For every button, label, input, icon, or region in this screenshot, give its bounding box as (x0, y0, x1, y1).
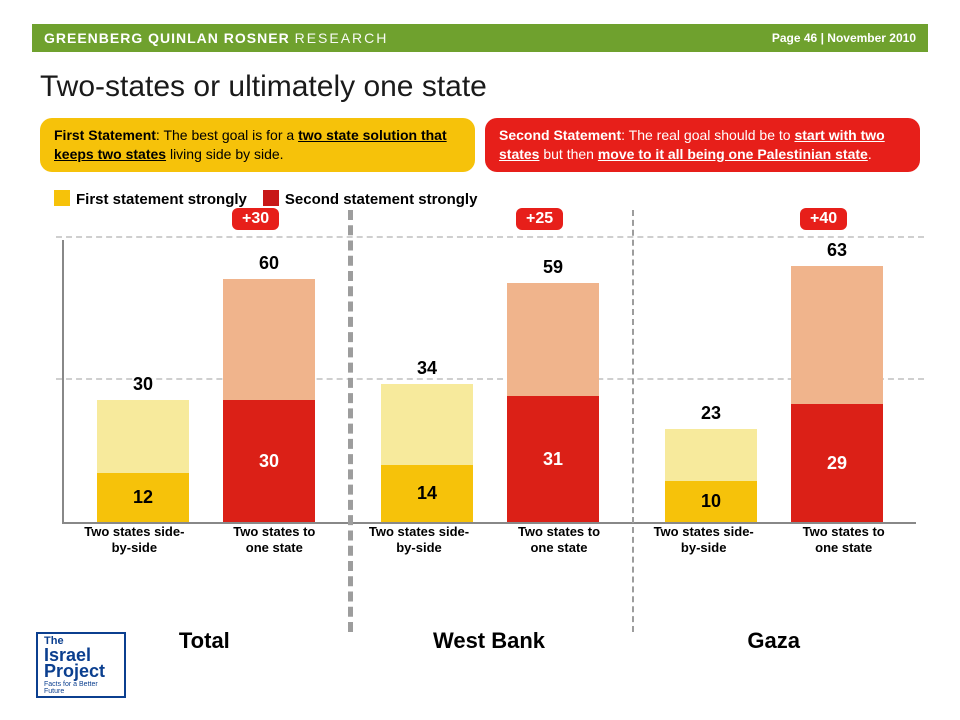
header-bar: GREENBERG QUINLAN ROSNER RESEARCH Page 4… (32, 24, 928, 52)
group-divider (632, 210, 634, 632)
bar-column: 30 60 (223, 240, 315, 522)
bar-segment-strong: 29 (791, 404, 883, 522)
x-axis-label: Two states side-by-side (366, 524, 472, 564)
bar-segment-strong: 14 (381, 465, 473, 522)
stacked-bar: 1023 (665, 429, 757, 522)
bar-segment-strong: 30 (223, 400, 315, 522)
bar-segment-rest (665, 429, 757, 482)
brand-light: RESEARCH (295, 30, 389, 46)
second-statement-underline-2: move to it all being one Palestinian sta… (598, 146, 868, 162)
stacked-bar: 1230 (97, 400, 189, 522)
bar-column: 29 63 (791, 240, 883, 522)
bar-total-label: 63 (791, 240, 883, 261)
region-label: Gaza (631, 628, 916, 658)
stacked-bar: 2963 (791, 266, 883, 522)
bar-group: +4010232963 (632, 240, 916, 522)
bar-groups: +3012303060+2514343159+4010232963 (64, 240, 916, 522)
chart: +3012303060+2514343159+4010232963 Two st… (54, 240, 924, 580)
bar-segment-strong: 10 (665, 481, 757, 522)
bar-total-label: 34 (381, 358, 473, 379)
statements-row: First Statement: The best goal is for a … (40, 118, 920, 172)
brand-bold: GREENBERG QUINLAN ROSNER (44, 30, 290, 46)
bar-column: 31 59 (507, 240, 599, 522)
region-labels: TotalWest BankGaza (62, 628, 916, 658)
bar-segment-rest (791, 266, 883, 404)
region-label: West Bank (347, 628, 632, 658)
first-statement-lead: First Statement (54, 127, 156, 143)
bar-group: +2514343159 (348, 240, 632, 522)
legend-second: Second statement strongly (263, 190, 478, 208)
diff-badge: +40 (800, 208, 847, 230)
second-statement-suffix: . (868, 146, 872, 162)
bar-total-label: 30 (97, 374, 189, 395)
stacked-bar: 1434 (381, 384, 473, 522)
legend: First statement strongly Second statemen… (54, 190, 477, 208)
israel-project-logo: The Israel Project Facts for a Better Fu… (36, 632, 126, 698)
bar-segment-strong: 31 (507, 396, 599, 522)
legend-second-swatch (263, 190, 279, 206)
second-statement-box: Second Statement: The real goal should b… (485, 118, 920, 172)
x-label-group: Two states side-by-side Two states to one… (631, 524, 916, 564)
bar-total-label: 23 (665, 403, 757, 424)
diff-badge: +25 (516, 208, 563, 230)
bar-column: 12 30 (97, 240, 189, 522)
legend-second-label: Second statement strongly (285, 191, 478, 208)
bar-column: 14 34 (381, 240, 473, 522)
x-axis-labels: Two states side-by-side Two states to one… (62, 524, 916, 564)
x-axis-label: Two states side-by-side (651, 524, 757, 564)
stacked-bar: 3159 (507, 283, 599, 522)
bar-segment-rest (223, 279, 315, 401)
second-statement-prefix: : The real goal should be to (621, 127, 794, 143)
bar-segment-rest (381, 384, 473, 465)
first-statement-suffix: living side by side. (166, 146, 284, 162)
x-axis-label: Two states to one state (221, 524, 327, 564)
plot-area: +3012303060+2514343159+4010232963 (62, 240, 916, 524)
x-label-group: Two states side-by-side Two states to one… (62, 524, 347, 564)
bar-segment-rest (97, 400, 189, 473)
first-statement-box: First Statement: The best goal is for a … (40, 118, 475, 172)
stacked-bar: 3060 (223, 279, 315, 522)
brand: GREENBERG QUINLAN ROSNER RESEARCH (44, 30, 388, 46)
logo-line2b: Project (44, 663, 118, 679)
gridline (56, 236, 924, 238)
x-axis-label: Two states to one state (506, 524, 612, 564)
legend-first-swatch (54, 190, 70, 206)
first-statement-prefix: : The best goal is for a (156, 127, 298, 143)
x-axis-label: Two states to one state (791, 524, 897, 564)
group-divider (348, 210, 353, 632)
bar-segment-rest (507, 283, 599, 397)
bar-group: +3012303060 (64, 240, 348, 522)
page-info: Page 46 | November 2010 (772, 31, 916, 45)
diff-badge: +30 (232, 208, 279, 230)
x-label-group: Two states side-by-side Two states to one… (347, 524, 632, 564)
bar-total-label: 59 (507, 257, 599, 278)
page-number: Page 46 (772, 31, 817, 45)
second-statement-mid: but then (539, 146, 597, 162)
bar-total-label: 60 (223, 253, 315, 274)
logo-tagline: Facts for a Better Future (44, 681, 118, 695)
legend-first-label: First statement strongly (76, 191, 247, 208)
x-axis-label: Two states side-by-side (81, 524, 187, 564)
bar-segment-strong: 12 (97, 473, 189, 522)
bar-column: 10 23 (665, 240, 757, 522)
page-date: November 2010 (827, 31, 916, 45)
legend-first: First statement strongly (54, 190, 247, 208)
second-statement-lead: Second Statement (499, 127, 621, 143)
page-title: Two-states or ultimately one state (40, 70, 487, 104)
